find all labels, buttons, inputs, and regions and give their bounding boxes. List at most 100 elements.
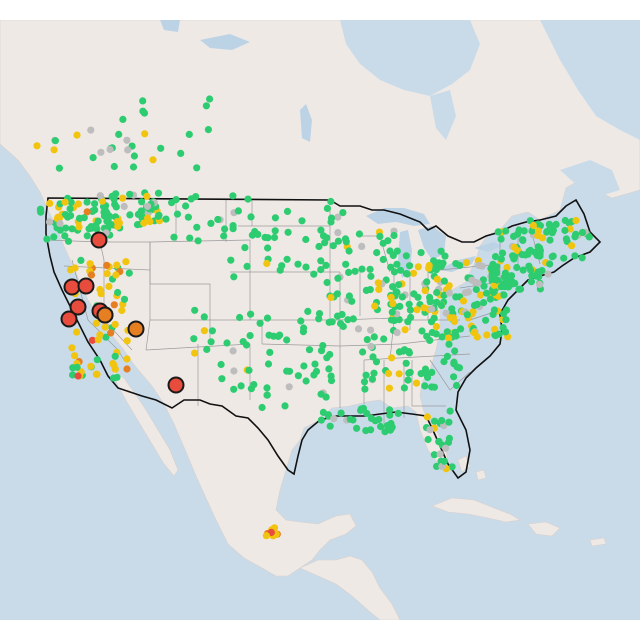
monitor-dot-good[interactable] <box>276 331 284 339</box>
monitor-dot-good[interactable] <box>487 265 495 273</box>
monitor-dot-good[interactable] <box>360 378 369 386</box>
monitor-dot-good[interactable] <box>311 360 319 368</box>
monitor-dot-good[interactable] <box>245 366 253 374</box>
monitor-dot-good[interactable] <box>528 227 536 235</box>
monitor-dot-good[interactable] <box>431 417 439 425</box>
monitor-dot-good[interactable] <box>111 352 119 360</box>
monitor-dot-good[interactable] <box>491 253 500 261</box>
monitor-dot-good[interactable] <box>377 422 385 431</box>
monitor-dot-good[interactable] <box>184 213 192 221</box>
monitor-dot-good[interactable] <box>73 363 81 371</box>
monitor-dot-moderate[interactable] <box>115 219 123 227</box>
monitor-dot-moderate[interactable] <box>503 263 511 272</box>
monitor-dot-no_data[interactable] <box>97 148 105 156</box>
monitor-dot-no_data[interactable] <box>143 202 152 210</box>
monitor-dot-no_data[interactable] <box>358 242 366 250</box>
monitor-dot-good[interactable] <box>440 457 448 465</box>
monitor-dot-no_data[interactable] <box>96 192 104 200</box>
monitor-dot-good[interactable] <box>61 232 69 240</box>
monitor-dot-good[interactable] <box>486 295 494 303</box>
monitor-dot-good[interactable] <box>322 261 330 269</box>
monitor-dot-good[interactable] <box>234 207 242 215</box>
monitor-dot-good[interactable] <box>527 278 536 286</box>
monitor-dot-usg[interactable] <box>123 365 131 373</box>
monitor-dot-good[interactable] <box>398 293 406 301</box>
monitor-dot-good[interactable] <box>497 255 505 263</box>
monitor-dot-moderate[interactable] <box>389 300 397 308</box>
monitor-dot-moderate[interactable] <box>141 130 149 138</box>
monitor-dot-no_data[interactable] <box>330 415 338 423</box>
monitor-dot-good[interactable] <box>93 356 101 364</box>
monitor-dot-good[interactable] <box>241 244 249 252</box>
monitor-dot-moderate[interactable] <box>112 271 120 279</box>
monitor-dot-good[interactable] <box>323 234 331 242</box>
monitor-dot-good[interactable] <box>91 200 99 208</box>
monitor-dot-good[interactable] <box>405 369 413 377</box>
monitor-dot-good[interactable] <box>317 347 326 355</box>
monitor-dot-good[interactable] <box>345 247 353 255</box>
monitor-dot-good[interactable] <box>353 424 361 432</box>
monitor-dot-good[interactable] <box>508 280 517 288</box>
monitor-dot-no_data[interactable] <box>334 213 342 221</box>
monitor-dot-good[interactable] <box>68 225 76 233</box>
monitor-dot-good[interactable] <box>546 236 554 244</box>
monitor-dot-good[interactable] <box>115 130 123 138</box>
monitor-dot-no_data[interactable] <box>436 450 444 458</box>
monitor-dot-good[interactable] <box>217 360 225 369</box>
monitor-dot-moderate[interactable] <box>144 214 152 222</box>
monitor-dot-good[interactable] <box>358 265 366 273</box>
monitor-dot-good[interactable] <box>177 149 185 157</box>
monitor-dot-good[interactable] <box>271 214 279 222</box>
monitor-dot-no_data[interactable] <box>334 229 342 237</box>
monitor-dot-moderate[interactable] <box>462 259 471 267</box>
monitor-dot-good[interactable] <box>264 244 272 252</box>
monitor-dot-good[interactable] <box>342 238 350 246</box>
monitor-dot-moderate[interactable] <box>149 156 157 164</box>
monitor-dot-moderate[interactable] <box>413 306 421 314</box>
monitor-dot-good[interactable] <box>334 237 342 245</box>
monitor-dot-good[interactable] <box>300 324 308 332</box>
monitor-dot-good[interactable] <box>362 371 370 379</box>
monitor-dot-good[interactable] <box>373 249 381 257</box>
monitor-dot-unhealthy[interactable] <box>74 372 82 380</box>
monitor-dot-good[interactable] <box>208 327 216 335</box>
monitor-dot-good[interactable] <box>362 286 370 294</box>
monitor-dot-good[interactable] <box>55 164 64 172</box>
monitor-dot-good[interactable] <box>428 328 436 337</box>
monitor-dot-good[interactable] <box>247 385 255 393</box>
monitor-dot-no_data[interactable] <box>428 305 436 313</box>
monitor-dot-moderate[interactable] <box>143 192 151 200</box>
monitor-dot-good[interactable] <box>297 317 305 325</box>
monitor-dot-good[interactable] <box>263 384 271 392</box>
monitor-dot-moderate[interactable] <box>262 532 270 540</box>
monitor-dot-good[interactable] <box>114 288 122 297</box>
monitor-dot-moderate[interactable] <box>33 142 41 150</box>
monitor-dot-good[interactable] <box>50 233 58 241</box>
monitor-dot-good[interactable] <box>239 338 247 346</box>
monitor-dot-good[interactable] <box>218 375 226 383</box>
monitor-dot-good[interactable] <box>243 262 251 270</box>
monitor-dot-good[interactable] <box>338 310 346 319</box>
monitor-dot-good[interactable] <box>83 232 91 240</box>
monitor-dot-good[interactable] <box>507 272 516 280</box>
monitor-dot-no_data[interactable] <box>367 342 375 350</box>
monitor-dot-good[interactable] <box>430 383 438 391</box>
monitor-dot-good[interactable] <box>490 306 498 314</box>
monitor-dot-good[interactable] <box>490 275 498 283</box>
monitor-dot-moderate[interactable] <box>94 336 102 344</box>
monitor-dot-moderate[interactable] <box>140 219 148 227</box>
monitor-dot-good[interactable] <box>404 318 412 326</box>
monitor-dot-usg[interactable] <box>103 261 111 269</box>
monitor-dot-good[interactable] <box>264 360 273 368</box>
monitor-dot-good[interactable] <box>510 255 518 263</box>
monitor-dot-good[interactable] <box>519 266 527 274</box>
monitor-dot-good[interactable] <box>446 407 454 415</box>
monitor-dot-good[interactable] <box>337 409 345 417</box>
monitor-dot-good[interactable] <box>470 301 479 309</box>
monitor-dot-good[interactable] <box>440 358 448 366</box>
monitor-dot-good[interactable] <box>441 252 449 260</box>
monitor-dot-good[interactable] <box>437 247 445 255</box>
monitor-dot-good[interactable] <box>244 195 252 203</box>
monitor-dot-good[interactable] <box>283 207 292 215</box>
monitor-dot-good[interactable] <box>104 217 112 225</box>
